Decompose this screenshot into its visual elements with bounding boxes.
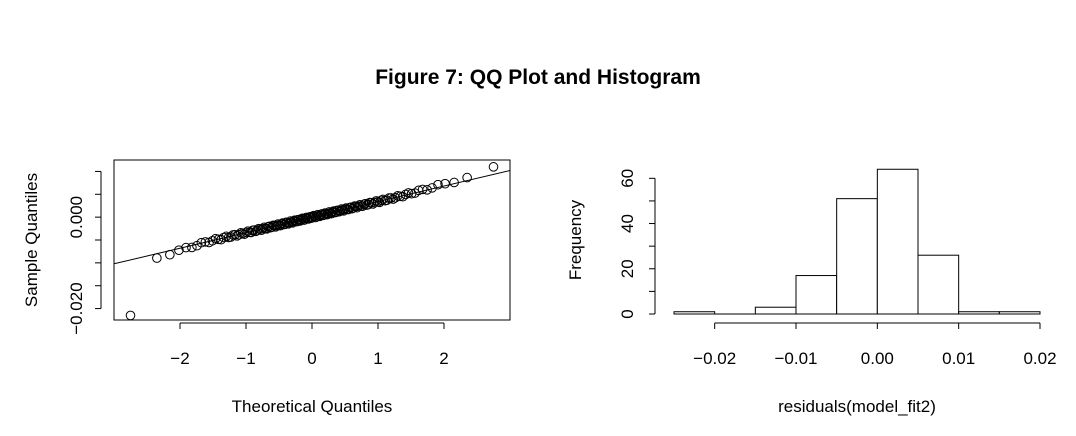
qq-y-axis: −0.020 0.000 — [67, 170, 102, 335]
qq-point — [246, 227, 256, 238]
qq-point — [433, 179, 443, 190]
qq-point — [258, 223, 268, 234]
histogram-x-tick-label: 0.02 — [1023, 349, 1056, 368]
qq-point — [239, 229, 250, 239]
qq-point — [386, 193, 396, 203]
qq-point — [319, 210, 329, 220]
qq-point — [181, 242, 191, 253]
qq-x-axis: −2 −1 0 1 2 — [170, 322, 449, 368]
qq-point — [174, 245, 184, 256]
qq-plot-panel: −0.020 0.000 −2 −1 0 1 2 Theoretical Quantile… — [22, 159, 511, 416]
qq-point — [417, 184, 428, 195]
qq-point — [363, 199, 374, 210]
qq-point — [230, 229, 240, 240]
qq-points — [125, 162, 499, 321]
qq-point — [152, 253, 162, 263]
histogram-y-axis: 0 20 40 60 — [618, 169, 656, 319]
qq-point — [250, 226, 261, 237]
histogram-x-axis-label: residuals(model_fit2) — [778, 397, 936, 416]
qq-point — [200, 237, 211, 247]
histogram-bar — [836, 198, 878, 315]
qq-point — [462, 172, 472, 183]
histogram-bar — [673, 311, 716, 315]
qq-point — [400, 189, 411, 200]
histogram-x-tick-label: 0.01 — [942, 349, 975, 368]
qq-point — [368, 199, 378, 209]
figure-title: Figure 7: QQ Plot and Histogram — [375, 66, 701, 89]
qq-y-axis-label: Sample Quantiles — [22, 173, 41, 307]
histogram-x-axis: −0.02 −0.01 0.00 0.01 0.02 — [693, 322, 1057, 368]
histogram-bar — [958, 311, 1000, 315]
qq-point — [196, 237, 207, 248]
qq-point — [422, 185, 432, 195]
qq-outlier-point — [125, 310, 136, 321]
qq-y-tick-label: 0.000 — [67, 196, 86, 239]
qq-x-tick-label: −2 — [170, 349, 189, 368]
histogram-x-tick-label: 0.00 — [861, 349, 894, 368]
qq-outlier-point — [488, 162, 499, 172]
histogram-y-axis-label: Frequency — [566, 199, 585, 280]
histogram-bar — [917, 254, 960, 315]
histogram-x-tick-label: −0.02 — [693, 349, 736, 368]
qq-point — [427, 183, 437, 193]
qq-point — [374, 197, 385, 208]
qq-point — [187, 242, 197, 253]
qq-point — [221, 231, 232, 242]
qq-point — [280, 219, 290, 230]
histogram-bar — [795, 275, 838, 315]
qq-point — [216, 234, 226, 245]
histogram-bar — [998, 311, 1041, 315]
histogram-bars — [673, 168, 1041, 315]
qq-point — [292, 216, 302, 227]
histogram-y-tick-label: 20 — [618, 259, 637, 278]
qq-y-tick-label: −0.020 — [67, 282, 86, 334]
qq-x-tick-label: 1 — [373, 349, 382, 368]
histogram-bar — [754, 306, 797, 315]
histogram-y-tick-label: 60 — [618, 169, 637, 188]
qq-point — [449, 177, 459, 188]
qq-x-tick-label: 0 — [307, 349, 316, 368]
histogram-y-tick-label: 40 — [618, 214, 637, 233]
qq-point — [307, 212, 318, 223]
histogram-y-tick-label: 0 — [618, 309, 637, 318]
histogram-x-tick-label: −0.01 — [774, 349, 817, 368]
qq-point — [440, 178, 450, 189]
qq-plot-box — [113, 159, 511, 321]
qq-point — [390, 192, 401, 203]
qq-point — [369, 197, 380, 208]
qq-point — [259, 222, 269, 233]
histogram-bar — [876, 168, 919, 315]
qq-x-tick-label: 2 — [439, 349, 448, 368]
qq-point — [218, 232, 229, 243]
histogram-panel: 0 20 40 60 −0.02 −0.01 0.00 0.01 0.02 residuals… — [566, 168, 1057, 416]
qq-point — [296, 215, 306, 225]
qq-x-axis-label: Theoretical Quantiles — [232, 397, 393, 416]
qq-x-tick-label: −1 — [236, 349, 255, 368]
qq-point — [165, 249, 175, 260]
qq-point — [378, 194, 388, 205]
